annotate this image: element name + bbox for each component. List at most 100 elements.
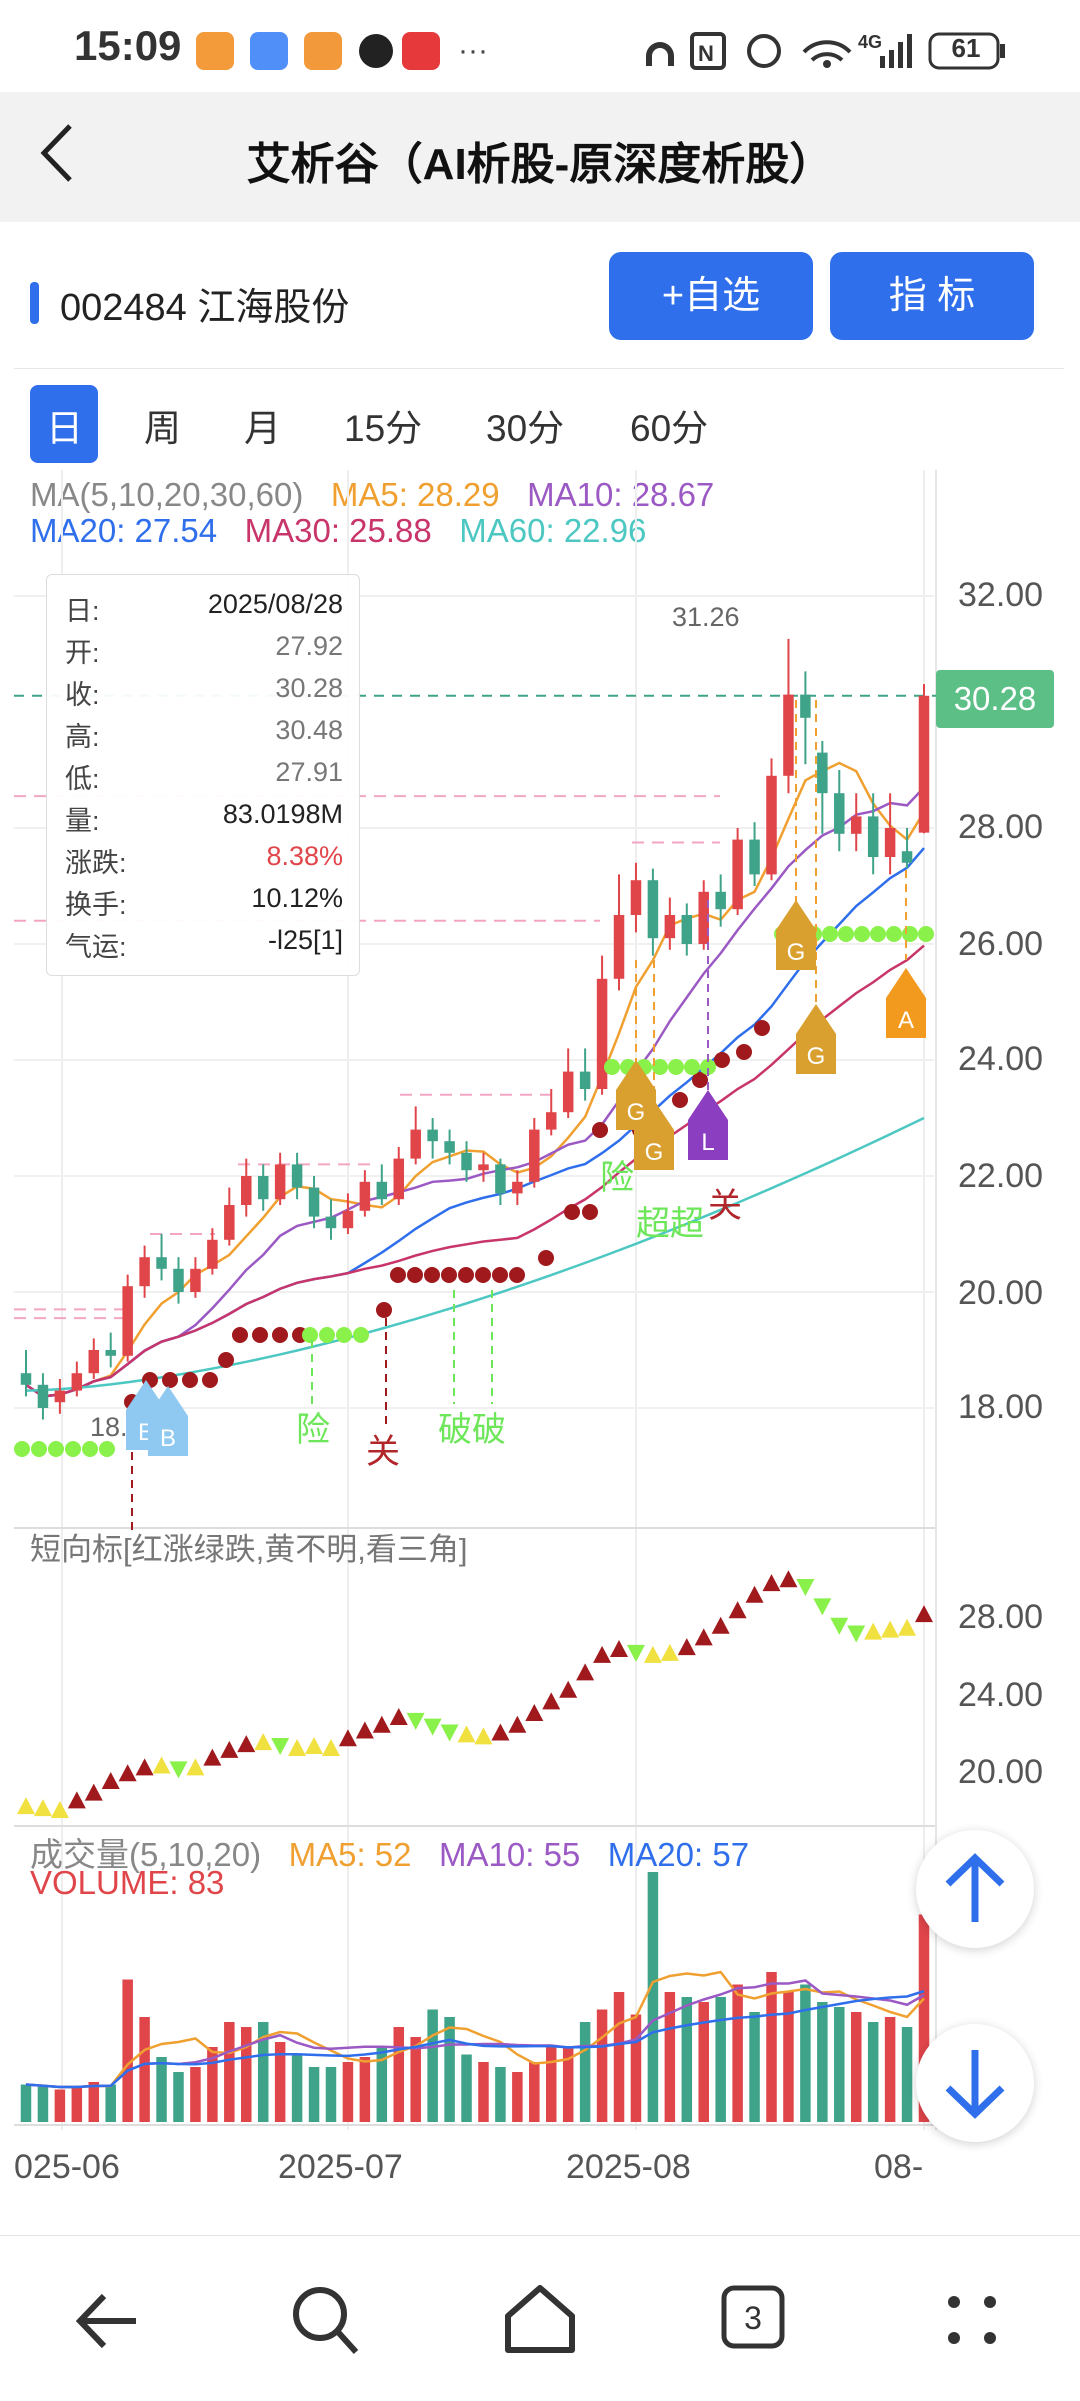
volume-ma20-line xyxy=(25,1989,925,2089)
tab-15min[interactable]: 15分 xyxy=(344,408,423,449)
short-indicator-triangle xyxy=(169,1761,188,1779)
tab-month[interactable]: 月 xyxy=(244,408,281,449)
volume-bar xyxy=(834,2007,845,2122)
stock-marker xyxy=(30,282,39,324)
short-indicator-triangle xyxy=(237,1735,256,1753)
buy-signal-marker: B xyxy=(148,1386,188,1456)
tooltip-key: 高: xyxy=(65,722,100,752)
tab-30min[interactable]: 30分 xyxy=(486,408,565,449)
stock-code-name: 002484 江海股份 xyxy=(60,287,350,329)
short-indicator-triangle xyxy=(338,1729,357,1747)
short-indicator-triangle xyxy=(660,1643,679,1661)
nav-tabs-icon[interactable]: 3 xyxy=(718,2282,790,2354)
volume-bar xyxy=(732,1984,743,2122)
nav-search-icon[interactable] xyxy=(286,2282,366,2358)
tab-60min[interactable]: 60分 xyxy=(630,408,709,449)
last-price-tag: 30.28 xyxy=(936,670,1054,728)
tab-week[interactable]: 周 xyxy=(144,408,181,449)
tab-day[interactable]: 日 xyxy=(46,408,83,449)
short-indicator-triangle xyxy=(135,1758,154,1776)
red-signal-dot xyxy=(424,1267,440,1283)
candle-body xyxy=(495,1164,506,1194)
ma5-value: MA5: 28.29 xyxy=(330,476,500,513)
green-signal-dot xyxy=(48,1441,64,1457)
candle-body xyxy=(291,1164,303,1188)
red-signal-dot xyxy=(202,1372,218,1388)
red-signal-dot xyxy=(509,1267,525,1283)
candle-body xyxy=(783,694,794,776)
volume-bar xyxy=(257,2022,269,2122)
candle-body xyxy=(410,1129,421,1159)
volume-bar xyxy=(800,1984,811,2122)
tooltip-date: 2025/08/28 xyxy=(207,589,343,619)
vol-ma10: MA10: 55 xyxy=(439,1836,581,1873)
green-signal-dot xyxy=(319,1327,335,1343)
tooltip-change: 8.38% xyxy=(266,841,343,871)
back-icon[interactable] xyxy=(34,118,84,188)
candle-body xyxy=(800,694,811,718)
short-indicator-triangle xyxy=(847,1625,866,1643)
green-signal-dot xyxy=(870,926,886,942)
short-indicator-triangle xyxy=(372,1715,391,1733)
status-bar: 15:09 ··· N 4G 61 xyxy=(0,0,1080,92)
candle-body xyxy=(122,1286,133,1356)
volume-bar xyxy=(495,2067,506,2122)
x-tick-jun: 025-06 xyxy=(14,2148,120,2186)
y-tick-22: 22.00 xyxy=(958,1157,1044,1195)
short-indicator-triangle xyxy=(762,1574,781,1592)
volume-bar xyxy=(613,1992,625,2122)
l-signal-marker: L xyxy=(688,1090,728,1160)
add-watchlist-button[interactable]: +自选 xyxy=(609,252,813,340)
candle-body xyxy=(139,1257,150,1287)
nav-menu-icon[interactable] xyxy=(940,2288,1004,2352)
short-indicator-triangle xyxy=(796,1578,815,1596)
candle-body xyxy=(427,1129,438,1142)
red-signal-dot xyxy=(736,1044,752,1060)
red-signal-dot xyxy=(272,1327,288,1343)
short-indicator-triangle xyxy=(542,1692,561,1710)
volume-title: 成交量(5,10,20) xyxy=(30,1836,262,1873)
arrow-up-icon xyxy=(945,1853,1005,1922)
volume-bar xyxy=(512,2072,523,2122)
candle-body xyxy=(376,1181,388,1200)
scroll-up-button[interactable] xyxy=(916,1830,1034,1948)
volume-bar xyxy=(562,2047,574,2122)
red-signal-dot xyxy=(218,1352,234,1368)
volume-bar xyxy=(867,2022,879,2122)
scroll-down-button[interactable] xyxy=(916,2024,1034,2142)
signal-marker-shape xyxy=(776,900,816,970)
green-signal-dot xyxy=(838,926,854,942)
short-indicator-triangle xyxy=(118,1764,137,1782)
candle-body xyxy=(173,1268,184,1292)
candle-body xyxy=(867,816,879,857)
nav-home-icon[interactable] xyxy=(500,2280,580,2356)
ma30-value: MA30: 25.88 xyxy=(244,512,432,549)
short-indicator-triangle xyxy=(864,1622,883,1640)
title-bar: 艾析谷（AI析股-原深度析股） xyxy=(0,92,1080,222)
red-signal-dot xyxy=(252,1327,268,1343)
green-signal-dot xyxy=(353,1327,369,1343)
red-signal-dot xyxy=(441,1267,457,1283)
volume-ma-lines xyxy=(25,1970,925,2089)
short-indicator-triangle xyxy=(423,1718,442,1736)
short-y-tick-24: 24.00 xyxy=(958,1676,1044,1714)
green-signal-dot xyxy=(902,926,918,942)
candle-body xyxy=(817,752,828,794)
candle-body xyxy=(274,1164,286,1200)
volume-bar xyxy=(766,1972,777,2122)
candle-body xyxy=(884,828,896,857)
green-signal-dot xyxy=(14,1441,30,1457)
green-signal-dot xyxy=(886,926,902,942)
short-indicator-triangle xyxy=(33,1799,52,1817)
short-indicator-triangle xyxy=(813,1598,832,1616)
red-signal-dot xyxy=(475,1267,491,1283)
short-indicator-triangle xyxy=(881,1620,900,1638)
y-tick-20: 20.00 xyxy=(958,1274,1044,1312)
signal-marker-letter: G xyxy=(645,1139,664,1166)
status-time: 15:09 xyxy=(74,22,182,69)
short-y-tick-28: 28.00 xyxy=(958,1598,1044,1636)
nav-back-icon[interactable] xyxy=(70,2286,150,2356)
indicator-button[interactable]: 指 标 xyxy=(830,252,1034,340)
volume-bar xyxy=(681,1997,693,2122)
